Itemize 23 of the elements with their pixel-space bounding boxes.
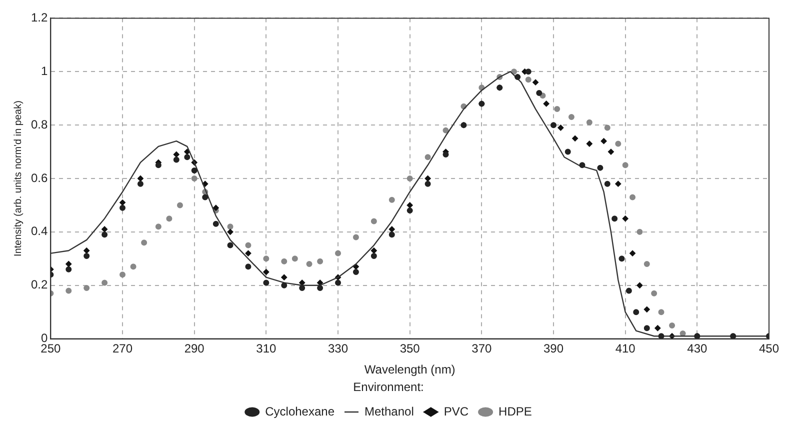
y-tick-label: 0.8	[30, 117, 48, 132]
x-tick-label: 350	[400, 341, 420, 356]
y-tick-label: 1	[40, 64, 48, 78]
legend-label: PVC	[444, 404, 469, 418]
y-axis-title: Intensity (arb. units norm'd in peak)	[12, 100, 24, 256]
x-tick-label: 430	[687, 341, 708, 356]
x-tick-label: 370	[472, 341, 492, 356]
x-axis-title: Wavelength (nm)	[364, 362, 456, 377]
x-tick-label: 410	[615, 341, 636, 356]
legend-label: Cyclohexane	[265, 404, 335, 418]
x-tick-label: 330	[328, 341, 348, 356]
legend-label: Methanol	[364, 404, 414, 418]
x-tick-label: 390	[543, 341, 564, 356]
legend-label: HDPE	[498, 404, 532, 418]
y-tick-label: 1.2	[30, 10, 48, 25]
y-tick-label: 0.4	[30, 224, 48, 238]
y-tick-label: 0.6	[30, 170, 48, 185]
legend-title: Environment:	[353, 380, 424, 394]
y-tick-label: 0.2	[30, 278, 48, 292]
x-tick-label: 290	[184, 341, 205, 356]
x-tick-label: 310	[256, 341, 277, 356]
x-tick-label: 450	[758, 341, 780, 356]
x-tick-label: 270	[112, 341, 133, 356]
